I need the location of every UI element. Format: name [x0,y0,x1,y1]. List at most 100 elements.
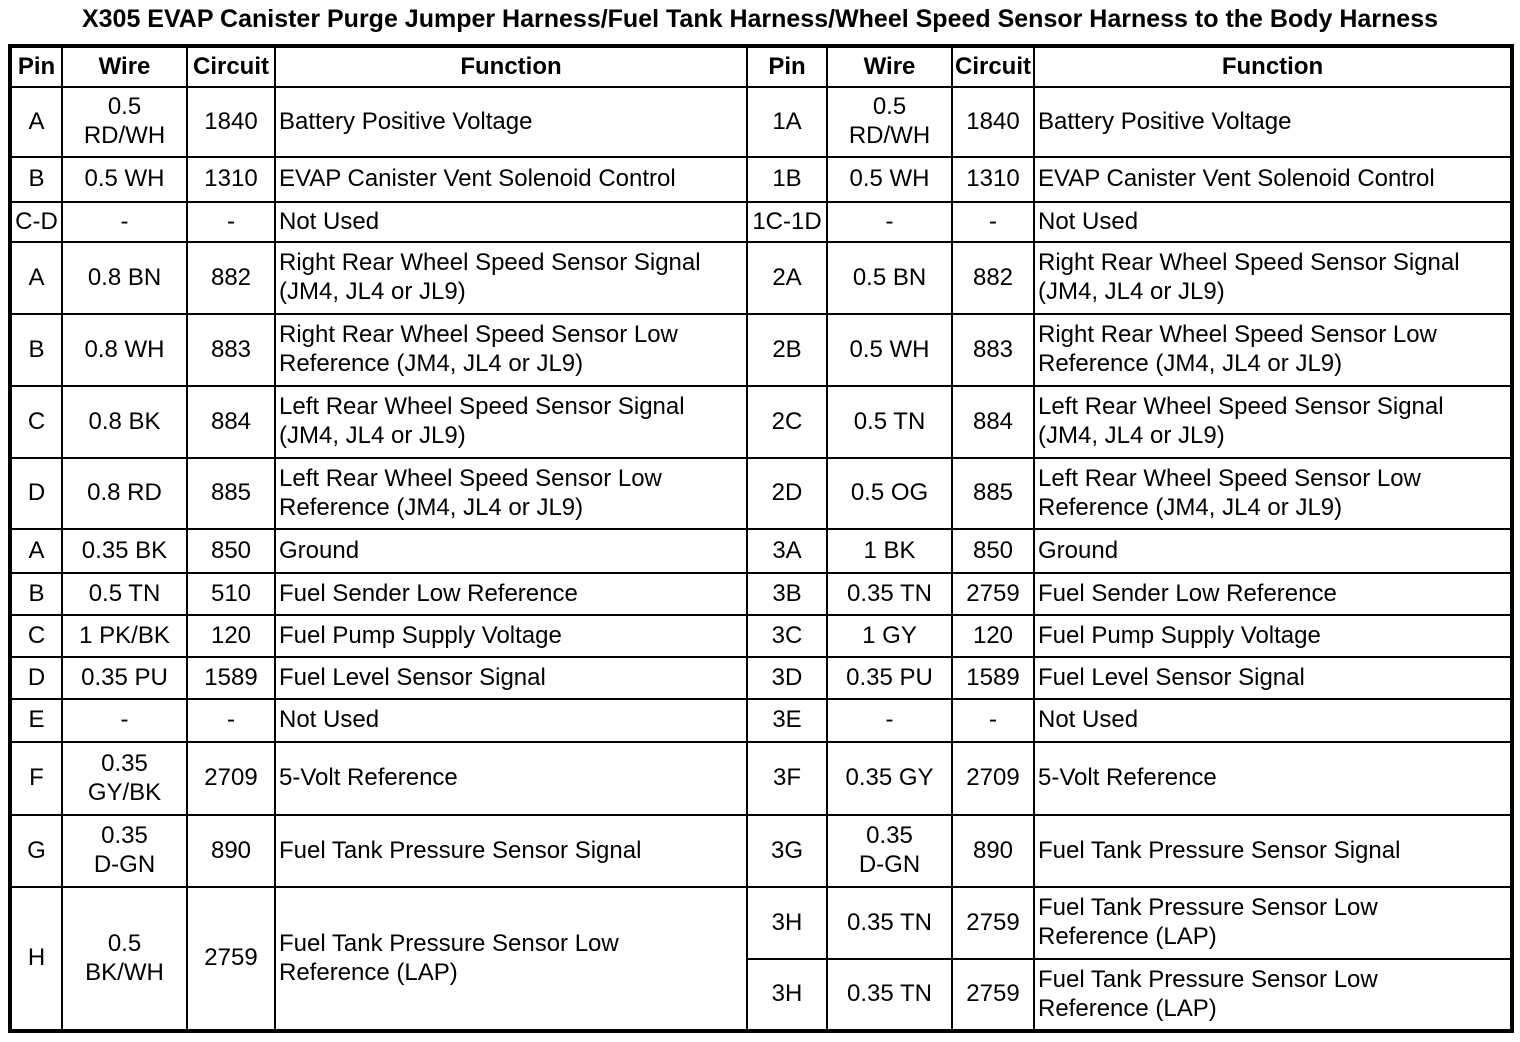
pin-cell: 3C [746,614,828,658]
function-cell: Fuel Sender Low Reference [1033,572,1513,616]
table-row: B 0.8 WH 883 Right Rear Wheel Speed Sensor … [9,313,1513,387]
function-cell: Not Used [274,698,748,743]
circuit-cell: 2759 [951,886,1035,960]
pin-cell: 2C [746,385,828,459]
function-cell: Fuel Pump Supply Voltage [274,614,748,658]
column-header-circuit: Circuit [951,45,1035,88]
circuit-cell: 885 [186,457,276,530]
function-cell: Left Rear Wheel Speed Sensor Signal (JM4… [1033,385,1513,459]
circuit-cell: 2709 [951,741,1035,816]
table-row: 3H 0.35 TN 2759 Fuel Tank Pressure Sensor L… [10,958,1513,1032]
wire-cell: 0.35 PU [61,656,188,700]
table-row: H 0.5 BK/WH 2759 Fuel Tank Pressure Sensor … [9,886,1513,1032]
function-cell: EVAP Canister Vent Solenoid Control [1033,156,1513,203]
wire-cell: 0.35 PU [826,656,953,700]
connector-pinout-table: Pin Wire Circuit Function Pin Wire Circuit Func… [8,44,1514,1033]
wire-cell: 0.8 BK [61,385,188,459]
wire-cell: 0.35 BK [61,528,188,574]
pin-cell: 3F [746,741,828,816]
wire-cell: 0.8 WH [61,313,188,387]
column-header-pin: Pin [746,45,828,88]
function-cell: Battery Positive Voltage [1033,86,1513,158]
function-cell: Fuel Tank Pressure Sensor Signal [1033,814,1513,888]
function-cell: Left Rear Wheel Speed Sensor Low Referen… [1033,457,1513,530]
circuit-cell: - [186,698,276,743]
table-row: D 0.35 PU 1589 Fuel Level Sensor Signal 3D 0.… [9,656,1513,700]
wire-cell: 0.35 D-GN [61,814,188,888]
function-cell: Fuel Sender Low Reference [274,572,748,616]
circuit-cell: 850 [186,528,276,574]
pin-cell: H [9,886,63,1032]
table-row: C-D - - Not Used 1C-1D - - Not Used [9,201,1513,243]
function-cell: Right Rear Wheel Speed Sensor Signal (JM… [1033,241,1513,315]
pin-cell: 3H [746,886,828,960]
wire-cell: 0.8 BN [61,241,188,315]
table-row: G 0.35 D-GN 890 Fuel Tank Pressure Sensor S… [9,814,1513,888]
function-cell: Not Used [274,201,748,243]
pin-cell: 1C-1D [746,201,828,243]
function-cell: EVAP Canister Vent Solenoid Control [274,156,748,203]
function-cell: Fuel Tank Pressure Sensor Low Reference … [1033,886,1513,960]
table-row: B 0.5 TN 510 Fuel Sender Low Reference 3B 0.3… [9,572,1513,616]
circuit-cell: 2759 [186,886,276,1032]
function-cell: Ground [274,528,748,574]
column-header-wire: Wire [61,45,188,88]
circuit-cell: 882 [951,241,1035,315]
circuit-cell: 1310 [186,156,276,203]
wire-cell: 0.5 WH [61,156,188,203]
circuit-cell: 2709 [186,741,276,816]
pin-cell: F [9,741,63,816]
wire-cell: 0.35 GY [826,741,953,816]
function-cell: Battery Positive Voltage [274,86,748,158]
function-cell: Fuel Tank Pressure Sensor Signal [274,814,748,888]
wire-cell: - [826,698,953,743]
function-cell: Right Rear Wheel Speed Sensor Signal (JM… [274,241,748,315]
pin-cell: G [9,814,63,888]
circuit-cell: 850 [951,528,1035,574]
pin-cell: 3D [746,656,828,700]
circuit-cell: 2759 [951,958,1035,1032]
wire-cell: - [826,201,953,243]
table-row: D 0.8 RD 885 Left Rear Wheel Speed Sensor L… [9,457,1513,530]
pin-cell: A [9,528,63,574]
wire-cell: 0.5 RD/WH [61,86,188,158]
table-row: A 0.35 BK 850 Ground 3A 1 BK 850 Ground [9,528,1513,574]
function-cell: Right Rear Wheel Speed Sensor Low Refere… [274,313,748,387]
function-cell: Not Used [1033,201,1513,243]
wire-cell: 0.5 RD/WH [826,86,953,158]
circuit-cell: 890 [951,814,1035,888]
pin-cell: 2D [746,457,828,530]
circuit-cell: 2759 [951,572,1035,616]
circuit-cell: 885 [951,457,1035,530]
wire-cell: 0.35 TN [826,886,953,960]
function-cell: Ground [1033,528,1513,574]
table-row: A 0.5 RD/WH 1840 Battery Positive Voltage 1A… [9,86,1513,158]
pin-cell: C-D [9,201,63,243]
pin-cell: C [9,385,63,459]
wire-cell: 0.35 TN [826,958,953,1032]
circuit-cell: 882 [186,241,276,315]
circuit-cell: 120 [186,614,276,658]
wire-cell: 1 BK [826,528,953,574]
function-cell: Fuel Level Sensor Signal [1033,656,1513,700]
function-cell: Left Rear Wheel Speed Sensor Low Referen… [274,457,748,530]
wire-cell: 0.35 TN [826,572,953,616]
wire-cell: 0.8 RD [61,457,188,530]
wire-cell: 0.5 TN [826,385,953,459]
pin-cell: D [9,457,63,530]
function-cell: Fuel Tank Pressure Sensor Low Reference … [274,886,748,1032]
circuit-cell: 1840 [951,86,1035,158]
pin-cell: B [9,156,63,203]
pin-cell: 3B [746,572,828,616]
function-cell: 5-Volt Reference [1033,741,1513,816]
function-cell: Fuel Level Sensor Signal [274,656,748,700]
circuit-cell: 884 [186,385,276,459]
column-header-pin: Pin [9,45,63,88]
circuit-cell: 1589 [951,656,1035,700]
pin-cell: C [9,614,63,658]
wire-cell: 0.35 GY/BK [61,741,188,816]
pin-cell: B [9,572,63,616]
pin-cell: A [9,241,63,315]
